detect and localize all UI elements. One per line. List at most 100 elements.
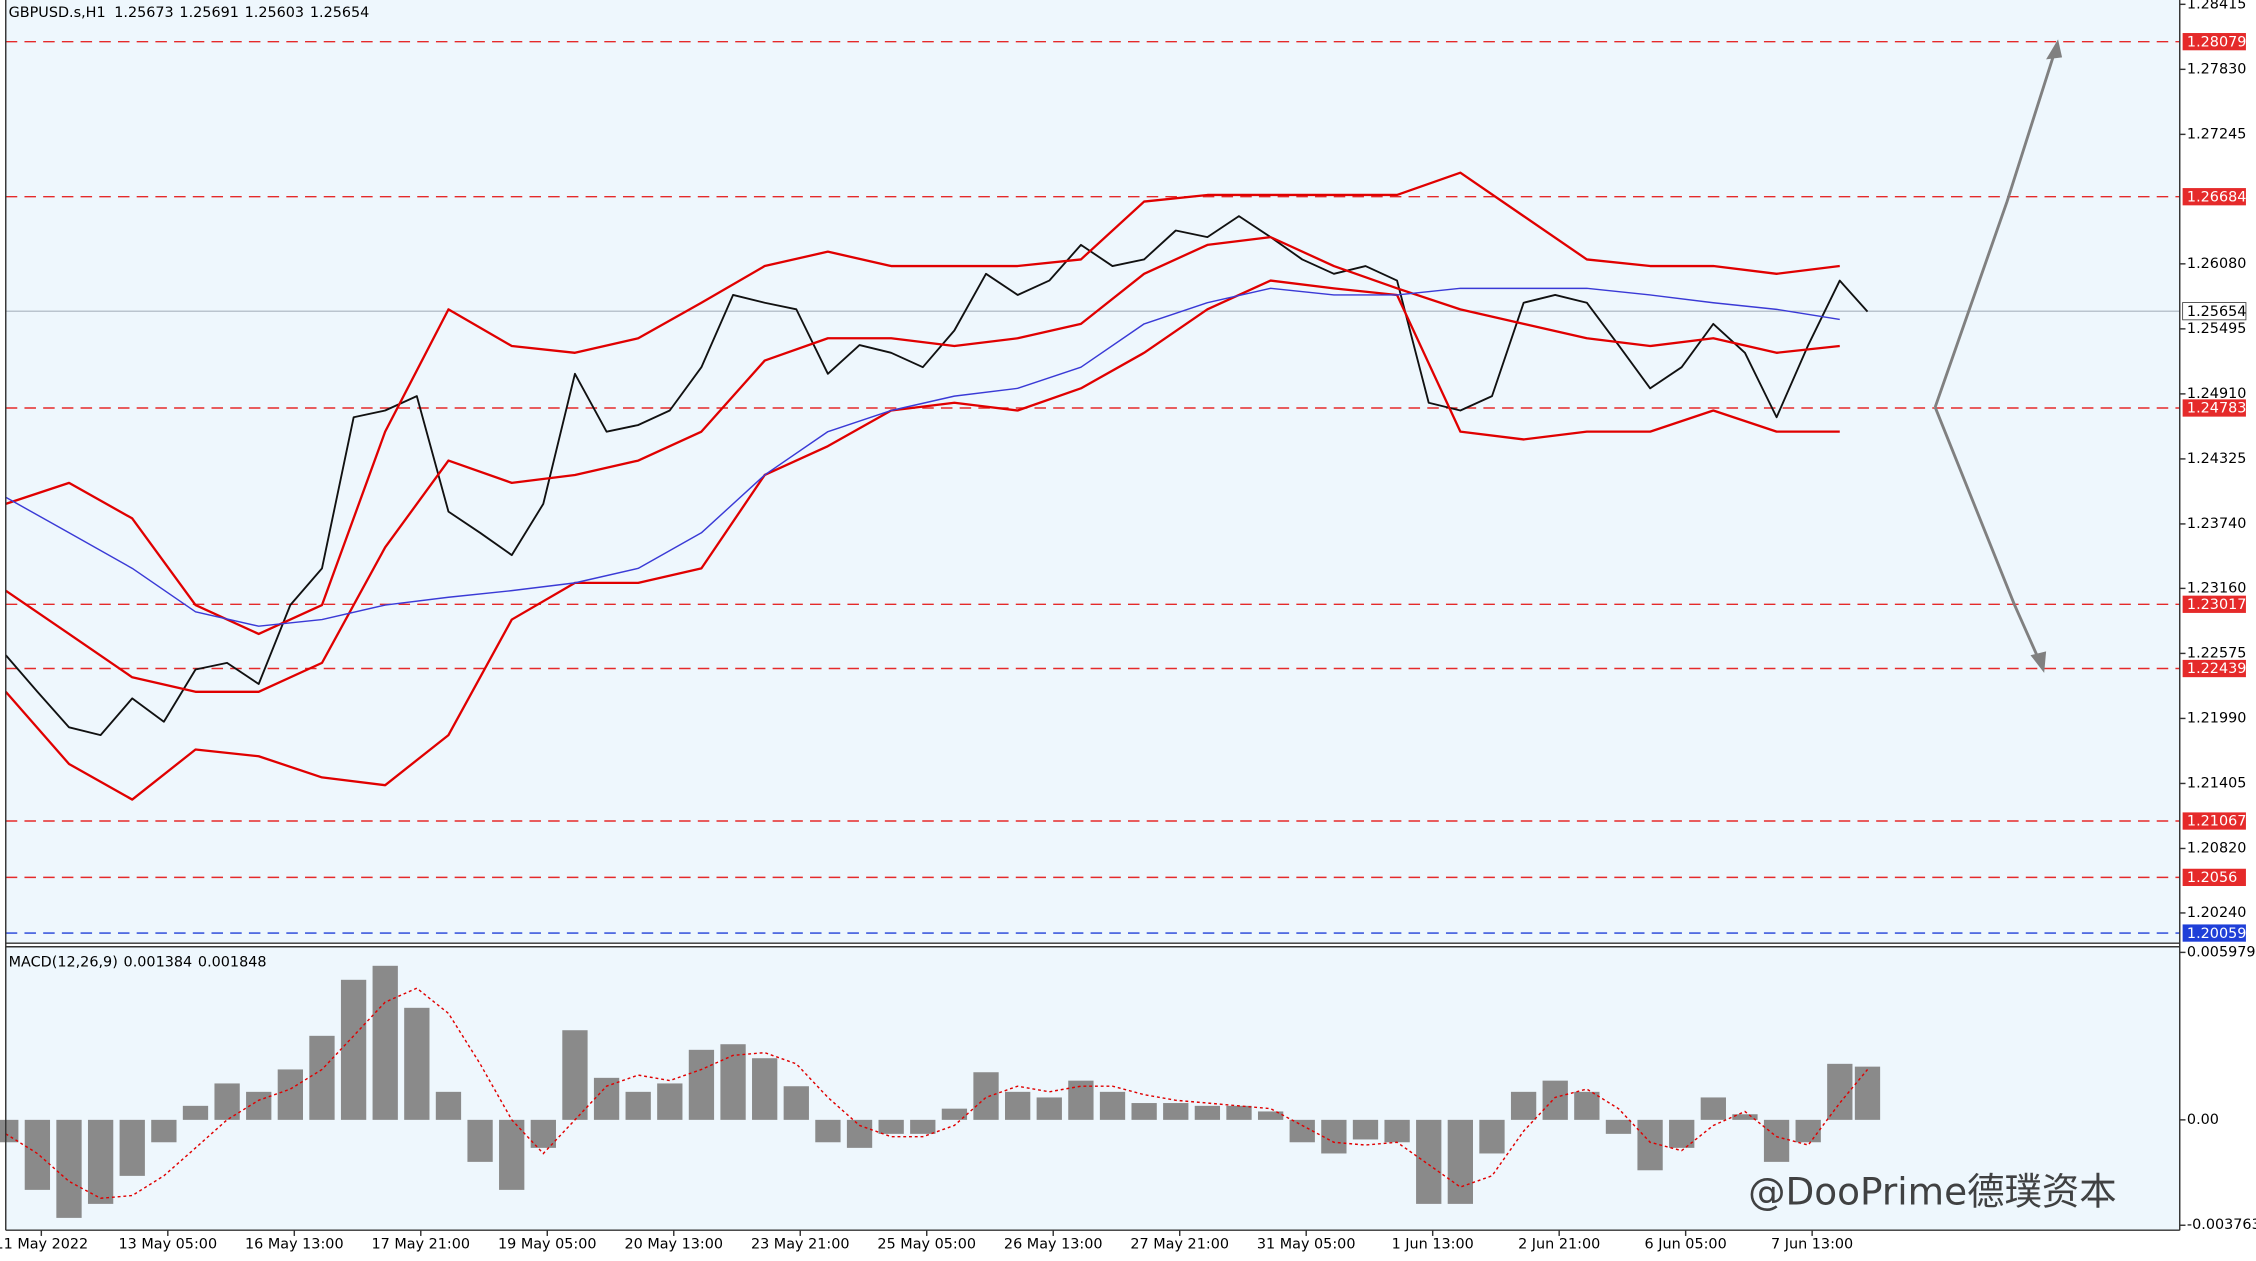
level-label: 1.21067 <box>2187 814 2246 830</box>
macd-bar <box>1854 1066 1881 1120</box>
up-arrow <box>1933 42 2059 408</box>
level-label: 1.23017 <box>2187 597 2246 613</box>
symbol-header: GBPUSD.s,H1 1.25673 1.25691 1.25603 1.25654 <box>9 5 370 21</box>
level-label-box <box>2182 659 2246 678</box>
macd-bar <box>372 965 398 1120</box>
signal-line <box>5 987 1869 1200</box>
down-arrow <box>1933 406 2045 670</box>
level-label: 1.26684 <box>2187 189 2246 205</box>
y-tick-label: 1.20820 <box>2187 840 2246 856</box>
macd-bar <box>151 1119 177 1143</box>
arrow-head <box>2046 39 2063 60</box>
y-tick-label: 1.24325 <box>2187 451 2246 467</box>
macd-bar <box>1226 1105 1252 1120</box>
y-tick-label: 1.24910 <box>2187 386 2246 402</box>
arrow-head <box>2030 651 2047 673</box>
y-tick-label: 1.28415 <box>2187 0 2246 12</box>
x-tick-label: 6 Jun 05:00 <box>1645 1237 1727 1253</box>
macd-bar <box>1637 1119 1663 1171</box>
price-plot <box>4 40 2180 934</box>
macd-bar <box>404 1007 430 1120</box>
macd-bar <box>941 1108 968 1120</box>
y-tick-label: 1.23740 <box>2187 516 2246 532</box>
macd-bar <box>1542 1080 1568 1120</box>
macd-bar <box>530 1119 556 1148</box>
y-tick-label: 1.21405 <box>2187 775 2246 791</box>
macd-bar <box>846 1119 873 1148</box>
macd-bar <box>1321 1119 1347 1154</box>
level-label-box <box>2182 399 2246 417</box>
watermark: @DooPrime德璞资本 <box>1748 1170 2117 1214</box>
y-tick-label: 1.27245 <box>2187 126 2246 142</box>
x-tick-label: 7 Jun 13:00 <box>1771 1237 1853 1253</box>
macd-bar <box>435 1091 462 1120</box>
macd-value: 0.001384 <box>124 955 193 971</box>
x-tick-label: 20 May 13:00 <box>624 1237 723 1253</box>
level-label-box <box>2182 868 2246 887</box>
level-label: 1.24783 <box>2187 401 2246 417</box>
macd-bar <box>56 1119 82 1218</box>
y-tick-label: 1.27830 <box>2187 61 2246 77</box>
y-tick-label: 0.00 <box>2187 1112 2219 1128</box>
macd-bar <box>973 1072 999 1120</box>
macd-bar <box>783 1086 809 1120</box>
open: 1.25673 <box>114 5 173 21</box>
macd-bar <box>1605 1119 1632 1134</box>
y-tick-label: 0.005979 <box>2187 944 2256 960</box>
macd-bar <box>499 1119 525 1190</box>
current-price-box <box>2182 302 2247 321</box>
macd-plot <box>0 965 1881 1218</box>
signal-value: 0.001848 <box>198 955 267 971</box>
close: 1.25654 <box>310 5 369 21</box>
macd-bar <box>0 1119 19 1143</box>
y-tick-label: 1.23160 <box>2187 580 2246 596</box>
macd-bar <box>625 1091 651 1120</box>
macd-bar <box>214 1083 240 1120</box>
level-label: 1.28079 <box>2187 34 2246 50</box>
x-tick-label: 1 Jun 13:00 <box>1392 1237 1474 1253</box>
macd-bar <box>688 1049 715 1120</box>
macd-bar <box>1763 1119 1790 1162</box>
macd-bar <box>910 1119 936 1134</box>
level-label: 1.22439 <box>2187 661 2246 677</box>
macd-bar <box>1669 1119 1695 1148</box>
macd-title: MACD(12,26,9) <box>9 955 118 971</box>
macd-bar <box>1732 1114 1758 1120</box>
x-tick-label: 13 May 05:00 <box>119 1237 218 1253</box>
level-label-box <box>2182 188 2246 206</box>
indicator-line <box>5 287 1840 627</box>
y-tick-label: 1.20240 <box>2187 905 2246 921</box>
level-label: 1.2056 <box>2187 870 2237 886</box>
x-tick-label: 17 May 21:00 <box>372 1237 471 1253</box>
macd-bar <box>1257 1111 1284 1120</box>
macd-bar <box>309 1035 335 1120</box>
macd-bar <box>1036 1097 1062 1120</box>
macd-bar <box>1384 1119 1410 1143</box>
x-tick-label: 2 Jun 21:00 <box>1518 1237 1600 1253</box>
macd-bar <box>1004 1091 1031 1120</box>
y-tick-label: 1.26080 <box>2187 256 2246 272</box>
macd-bar <box>1700 1097 1726 1120</box>
macd-bar <box>815 1119 841 1143</box>
y-tick-label: 1.21990 <box>2187 710 2246 726</box>
x-tick-label: 31 May 05:00 <box>1257 1237 1356 1253</box>
macd-bar <box>720 1044 746 1120</box>
low: 1.25603 <box>245 5 304 21</box>
macd-bar <box>1194 1105 1221 1120</box>
macd-bar <box>1447 1119 1474 1204</box>
macd-bar <box>878 1119 904 1134</box>
macd-bar <box>1416 1119 1442 1204</box>
x-tick-label: 19 May 05:00 <box>498 1237 597 1253</box>
macd-bar <box>1289 1119 1315 1143</box>
high: 1.25691 <box>179 5 238 21</box>
macd-header: MACD(12,26,9) 0.001384 0.001848 <box>9 955 267 971</box>
level-label: 1.20059 <box>2187 926 2246 942</box>
x-tick-label: 16 May 13:00 <box>245 1237 344 1253</box>
macd-bar <box>24 1119 51 1190</box>
level-label-box <box>2182 33 2246 51</box>
level-label-box <box>2182 595 2246 613</box>
macd-bar <box>119 1119 145 1176</box>
macd-bar <box>1510 1091 1537 1120</box>
indicator-line <box>4 279 1840 801</box>
